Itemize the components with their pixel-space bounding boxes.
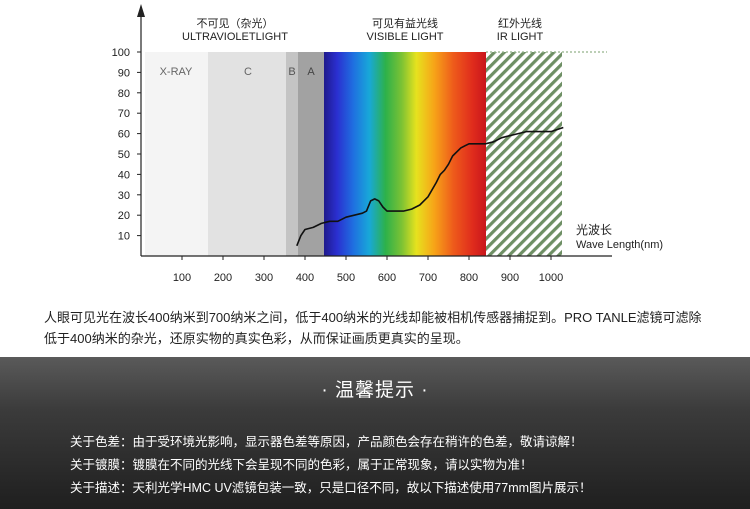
x-tick-label: 700 <box>419 272 437 284</box>
x-tick-label: 100 <box>173 272 191 284</box>
transmission-series-line <box>296 126 564 247</box>
region-uvc <box>208 52 286 256</box>
tip-line-coating: 关于镀膜：镀膜在不同的光线下会呈现不同的色彩，属于正常现象，请以实物为准！ <box>70 458 533 472</box>
x-tick-label: 1000 <box>539 272 563 284</box>
region-uva <box>298 52 324 256</box>
description-text: 人眼可见光在波长400纳米到700纳米之间，低于400纳米的光线却能被相机传感器… <box>44 310 702 346</box>
x-tick-label: 800 <box>460 272 478 284</box>
x-tick-label: 200 <box>214 272 232 284</box>
spectrum-chart-svg: X-RAY C B A 光波长 Wave Length(nm) 100 200 30… <box>112 4 663 284</box>
region-xray <box>145 52 208 256</box>
x-tick-label: 600 <box>378 272 396 284</box>
y-tick-label: 20 <box>118 210 130 222</box>
y-tick-label: 50 <box>118 149 130 161</box>
region-uvb <box>286 52 298 256</box>
y-tick-label: 60 <box>118 129 130 141</box>
band-title-visible: 可见有益光线 VISIBLE LIGHT <box>345 18 465 44</box>
region-label-a: A <box>307 66 315 78</box>
region-label-b: B <box>288 66 295 78</box>
y-tick-label: 10 <box>118 231 130 243</box>
tips-title: · 温馨提示 · <box>321 380 429 401</box>
spectrum-chart: X-RAY C B A 光波长 Wave Length(nm) 100 200 30… <box>111 4 664 284</box>
x-axis-label: 光波长 <box>576 223 612 237</box>
y-axis-arrow-icon <box>137 4 145 17</box>
band-title-ir-en: IR LIGHT <box>496 31 544 43</box>
y-tick-label: 40 <box>118 169 130 181</box>
tip-line-description: 关于描述：天利光学HMC UV滤镜包装一致，只是口径不同，故以下描述使用77mm… <box>70 481 592 495</box>
x-tick-label: 300 <box>255 272 273 284</box>
tip-line-color: 关于色差：由于受环境光影响，显示器色差等原因，产品颜色会存在稍许的色差，敬请谅解… <box>70 435 583 449</box>
band-title-visible-en: VISIBLE LIGHT <box>366 31 444 43</box>
region-label-c: C <box>244 66 252 78</box>
region-visible <box>324 52 486 256</box>
x-tick-label: 400 <box>296 272 314 284</box>
x-tick-label: 900 <box>501 272 519 284</box>
y-tick-label: 100 <box>112 47 130 59</box>
region-ir <box>486 52 562 256</box>
band-title-uv-cn: 不可见（杂光） <box>196 18 274 30</box>
x-tick-label: 500 <box>337 272 355 284</box>
x-axis-label-en: Wave Length(nm) <box>576 239 663 251</box>
y-tick-label: 70 <box>118 108 130 120</box>
band-title-uv: 不可见（杂光） ULTRAVIOLETLIGHT <box>170 18 300 44</box>
band-title-visible-cn: 可见有益光线 <box>372 18 438 30</box>
band-title-ir-cn: 红外光线 <box>498 18 542 30</box>
band-title-uv-en: ULTRAVIOLETLIGHT <box>182 31 288 43</box>
y-tick-label: 80 <box>118 88 130 100</box>
region-label-xray: X-RAY <box>160 66 193 78</box>
band-title-ir: 红外光线 IR LIGHT <box>480 18 560 44</box>
y-tick-label: 90 <box>118 67 130 79</box>
tips-panel: · 温馨提示 · 关于色差：由于受环境光影响，显示器色差等原因，产品颜色会存在稍… <box>0 357 750 509</box>
y-tick-label: 30 <box>118 190 130 202</box>
